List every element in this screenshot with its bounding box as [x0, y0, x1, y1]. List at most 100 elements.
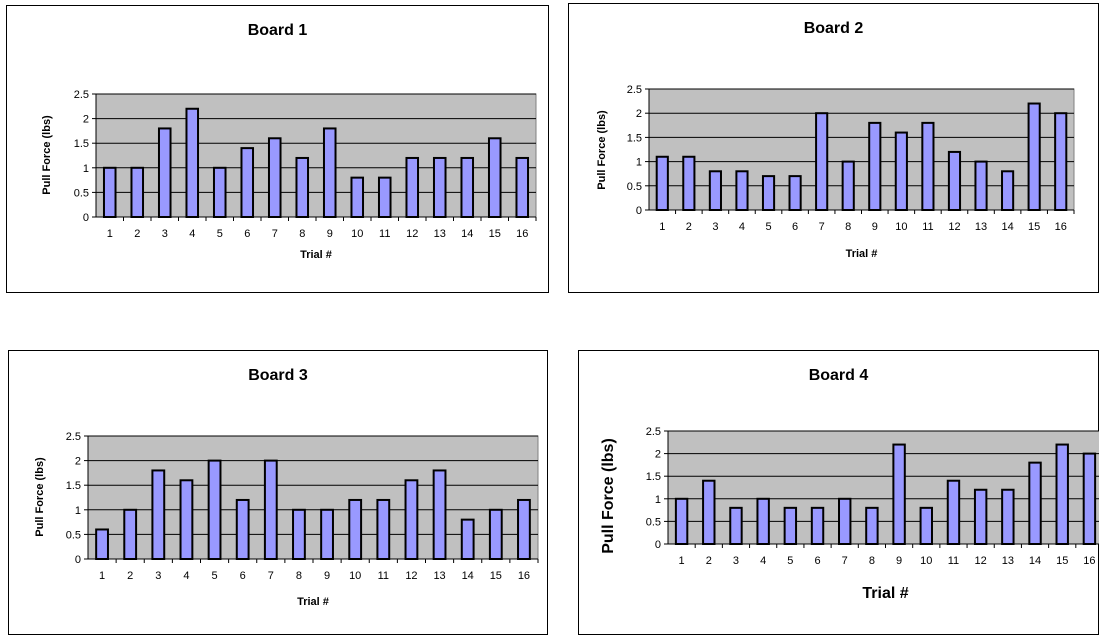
bar	[95, 528, 109, 560]
x-tick-label: 2	[134, 228, 140, 240]
y-tick-label: 2	[636, 108, 642, 120]
y-tick-label: 1.5	[74, 138, 89, 150]
y-tick-label: 2.5	[646, 426, 661, 438]
bar	[263, 459, 278, 560]
bar	[348, 498, 363, 561]
x-tick-label: 1	[659, 221, 665, 233]
x-tick-label: 5	[787, 555, 793, 567]
x-tick-label: 12	[405, 570, 417, 582]
bar	[123, 508, 138, 561]
x-tick-label: 10	[351, 228, 363, 240]
y-tick-label: 2	[655, 449, 661, 461]
x-tick-label: 9	[324, 570, 330, 582]
bar	[973, 488, 988, 545]
x-tick-label: 5	[212, 570, 218, 582]
chart-board-2: Board 2 0 0.5 1 1.5 2 2.5 1 2 3 4 5 6 7 8 9 10 11 12 13 14 1…	[568, 3, 1099, 293]
x-tick-label: 9	[327, 228, 333, 240]
bar	[515, 156, 530, 219]
bar	[946, 479, 961, 545]
bar	[756, 497, 770, 546]
chart-title: Board 3	[248, 367, 308, 384]
x-tick-label: 16	[1055, 221, 1067, 233]
bar	[702, 479, 716, 545]
x-tick-label: 7	[268, 570, 274, 582]
x-tick-label: 1	[679, 555, 685, 567]
chart-plot: 00.511.522.51 2 3 4 5 6 7 8 9 10 11 12 13 14 15 16	[646, 426, 1099, 567]
x-tick-label: 6	[792, 221, 798, 233]
bar	[788, 175, 802, 211]
bar	[1082, 452, 1097, 545]
chart-board-1: Board 1 0 0.5 1 1.5 2 2.5 1 2 3 4 5 6 7 8 9 10 11 12 13 14 1…	[6, 5, 549, 293]
bar	[102, 166, 117, 219]
x-tick-label: 16	[518, 570, 530, 582]
x-tick-label: 13	[433, 570, 445, 582]
y-tick-label: 1.5	[627, 132, 642, 144]
bar	[376, 498, 391, 561]
bar	[810, 506, 825, 545]
x-tick-label: 7	[819, 221, 825, 233]
chart-title: Board 2	[803, 20, 864, 37]
y-axis-label: Pull Force (lbs)	[41, 115, 53, 195]
bar	[460, 518, 475, 560]
x-axis-label: Trial #	[845, 248, 878, 260]
bar	[815, 112, 829, 211]
x-tick-label: 6	[814, 555, 820, 567]
y-tick-label: 0	[636, 205, 642, 217]
x-tick-label: 13	[1002, 555, 1014, 567]
chart-title: Board 1	[247, 22, 308, 39]
x-tick-label: 9	[872, 221, 878, 233]
x-tick-label: 4	[183, 570, 189, 582]
bar	[838, 497, 852, 546]
chart-plot: 00.511.522.51 2 3 4 5 6 7 8 9 10 11 12 13 14 15 16	[66, 431, 539, 582]
chart-plot: 00.511.522.51 2 3 4 5 6 7 8 9 10 11 12 13 14 15 16	[74, 89, 537, 240]
chart-board-3: Board 3 0 0.5 1 1.5 2 2.5 1 2 3 4 5 6 7 8 9 10 11 12 13 14 1…	[8, 350, 548, 635]
bar	[974, 160, 988, 212]
bar	[674, 497, 689, 546]
y-axis-label: Pull Force (lbs)	[600, 438, 617, 554]
bar	[235, 498, 250, 561]
y-tick-label: 1.5	[66, 480, 81, 492]
bar	[947, 150, 962, 211]
bar	[517, 498, 531, 561]
y-tick-label: 2.5	[627, 84, 642, 96]
x-axis-label: Trial #	[862, 585, 909, 602]
x-tick-label: 10	[349, 570, 361, 582]
bar	[1054, 112, 1068, 211]
bar	[708, 170, 722, 211]
bar	[1001, 488, 1015, 545]
bar	[729, 506, 743, 545]
x-tick-label: 10	[920, 555, 932, 567]
bar	[405, 156, 420, 219]
x-tick-label: 5	[765, 221, 771, 233]
x-tick-label: 7	[272, 228, 278, 240]
x-tick-label: 8	[869, 555, 875, 567]
bar	[320, 508, 334, 561]
y-tick-label: 0	[75, 554, 81, 566]
x-tick-label: 14	[461, 228, 473, 240]
x-tick-label: 12	[406, 228, 418, 240]
x-tick-label: 3	[733, 555, 739, 567]
x-tick-label: 9	[896, 555, 902, 567]
bar	[322, 127, 337, 218]
y-tick-label: 0.5	[627, 181, 642, 193]
x-tick-label: 13	[434, 228, 446, 240]
x-tick-label: 14	[1029, 555, 1041, 567]
y-tick-label: 2	[75, 456, 81, 468]
x-axis-label: Trial #	[297, 596, 329, 608]
bar	[488, 508, 503, 561]
bar	[735, 170, 749, 211]
x-tick-label: 8	[296, 570, 302, 582]
chart-board-4: Board 4 0 0.5 1 1.5 2 2.5 1 2 3 4 5 6 7 8 9 10 11 12 13 14 1…	[578, 350, 1099, 635]
bar	[682, 155, 696, 211]
chart-plot: 00.511.522.51 2 3 4 5 6 7 8 9 10 11 12 13 14 15 16	[627, 84, 1075, 233]
x-tick-label: 3	[712, 221, 718, 233]
y-tick-label: 0.5	[66, 529, 81, 541]
x-tick-label: 6	[244, 228, 250, 240]
x-tick-label: 15	[490, 570, 502, 582]
bar	[865, 506, 879, 545]
y-tick-label: 2.5	[74, 89, 89, 101]
x-tick-label: 11	[922, 221, 933, 233]
bar	[377, 176, 392, 218]
x-tick-label: 12	[975, 555, 987, 567]
bar	[240, 147, 255, 218]
